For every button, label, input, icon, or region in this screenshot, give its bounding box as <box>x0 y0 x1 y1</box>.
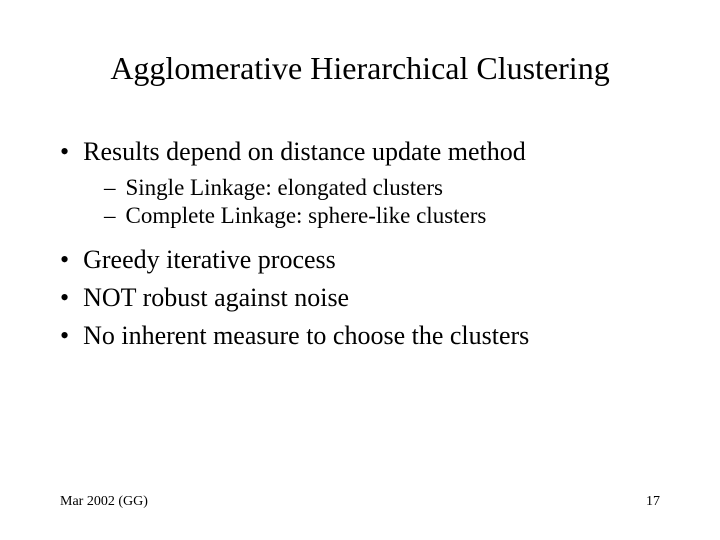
sub-item: – Single Linkage: elongated clusters <box>104 175 660 201</box>
bullet-item: • Results depend on distance update meth… <box>60 137 660 167</box>
sub-text: Complete Linkage: sphere-like clusters <box>126 203 487 229</box>
sub-list: – Single Linkage: elongated clusters – C… <box>60 175 660 229</box>
bullet-item: • No inherent measure to choose the clus… <box>60 321 660 351</box>
sub-text: Single Linkage: elongated clusters <box>126 175 443 201</box>
bullet-item: • NOT robust against noise <box>60 283 660 313</box>
slide-title: Agglomerative Hierarchical Clustering <box>60 50 660 87</box>
bullet-text: NOT robust against noise <box>83 283 660 313</box>
bullet-text: Greedy iterative process <box>83 245 660 275</box>
dash-marker-icon: – <box>104 203 116 229</box>
bullet-text: No inherent measure to choose the cluste… <box>83 321 660 351</box>
bullet-marker-icon: • <box>60 321 69 351</box>
bullet-marker-icon: • <box>60 137 69 167</box>
footer-date: Mar 2002 (GG) <box>60 494 148 510</box>
bullet-text: Results depend on distance update method <box>83 137 660 167</box>
bullet-marker-icon: • <box>60 283 69 313</box>
bullet-item: • Greedy iterative process <box>60 245 660 275</box>
dash-marker-icon: – <box>104 175 116 201</box>
page-number: 17 <box>646 494 660 510</box>
sub-item: – Complete Linkage: sphere-like clusters <box>104 203 660 229</box>
bullet-list: • Results depend on distance update meth… <box>60 137 660 351</box>
bullet-marker-icon: • <box>60 245 69 275</box>
slide-footer: Mar 2002 (GG) 17 <box>60 494 660 510</box>
